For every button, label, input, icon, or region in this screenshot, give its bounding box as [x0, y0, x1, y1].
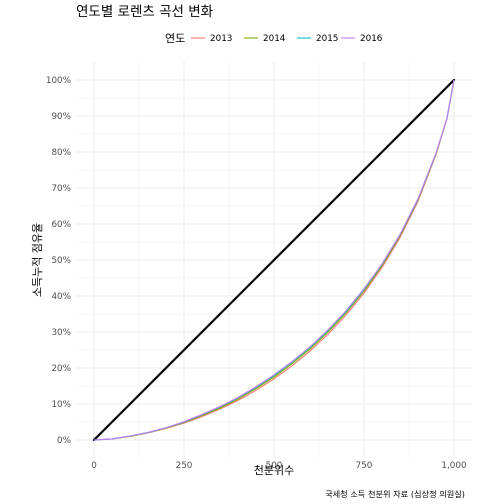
y-tick-label: 30%: [51, 328, 71, 338]
x-tick-label: 500: [266, 461, 283, 471]
chart-title: 연도별 로렌츠 곡선 변화: [76, 4, 213, 20]
reference-line: [92, 78, 456, 442]
chart-caption: 국세청 소득 천분위 자료 (심상정 의원실): [325, 489, 465, 499]
x-tick-label: 1,000: [441, 461, 467, 471]
equality-line: [92, 78, 456, 442]
series-lines: [93, 79, 455, 441]
legend-label-2016: 2016: [360, 34, 383, 44]
y-tick-label: 0%: [57, 436, 71, 446]
y-axis-title: 소득누적 점유율: [31, 223, 44, 297]
x-tick-label: 250: [176, 461, 193, 471]
x-axis-title: 천분위수: [254, 463, 294, 477]
x-tick-label: 750: [356, 461, 373, 471]
legend-label-2014: 2014: [263, 34, 286, 44]
legend: 연도 2013 2014 2015 2016: [165, 32, 383, 45]
grid: [76, 62, 472, 458]
x-axis-ticks: 0 250 500 750 1,000: [91, 461, 467, 471]
legend-title: 연도: [165, 32, 185, 45]
y-tick-label: 80%: [51, 148, 71, 158]
y-tick-label: 50%: [51, 256, 71, 266]
legend-label-2013: 2013: [210, 34, 232, 44]
x-tick-label: 0: [91, 461, 97, 471]
legend-label-2015: 2015: [316, 34, 338, 44]
y-tick-label: 40%: [51, 292, 71, 302]
y-tick-label: 10%: [51, 400, 71, 410]
y-tick-label: 60%: [51, 220, 71, 230]
y-tick-label: 100%: [46, 76, 71, 86]
y-tick-label: 20%: [51, 364, 71, 374]
y-tick-label: 70%: [51, 184, 71, 194]
y-tick-label: 90%: [51, 112, 71, 122]
series-line-2016: [93, 79, 455, 441]
y-axis-ticks: 0% 10% 20% 30% 40% 50% 60% 70% 80% 90% 100%: [46, 76, 71, 446]
